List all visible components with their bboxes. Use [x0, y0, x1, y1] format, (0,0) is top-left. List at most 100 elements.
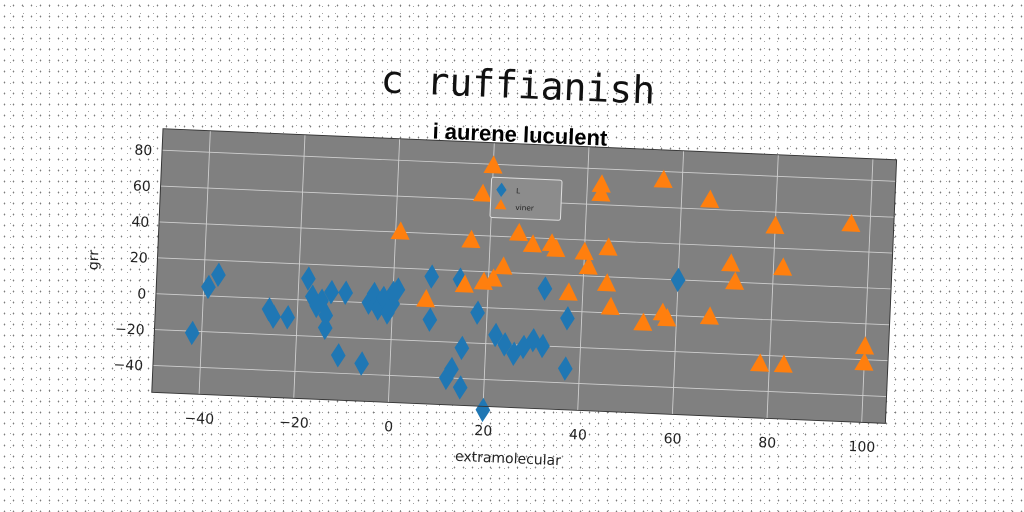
data-point-l — [338, 280, 354, 305]
y-tick-label: 40 — [131, 214, 149, 231]
legend-marker-viner — [494, 199, 507, 210]
x-axis-label-group: extramolecular — [455, 449, 562, 469]
data-point-l — [184, 320, 200, 346]
data-point-viner — [854, 352, 874, 371]
grid-line-x — [861, 158, 874, 423]
y-tick-label: −20 — [115, 321, 145, 338]
plot-background — [151, 128, 897, 424]
data-point-viner — [765, 215, 785, 235]
data-point-l — [535, 333, 550, 359]
data-point-l — [422, 307, 438, 332]
data-point-viner — [472, 183, 492, 202]
legend-item-l: L — [496, 182, 520, 198]
y-tick-labels: −40 −20 0 20 40 60 80 — [113, 142, 152, 374]
y-tick-label: −40 — [113, 357, 143, 374]
x-tick-label: 40 — [569, 427, 587, 444]
data-point-viner — [699, 306, 719, 325]
data-point-l — [318, 303, 334, 328]
data-point-l — [330, 343, 346, 368]
x-tick-label: 80 — [758, 435, 776, 452]
legend-label-l: L — [516, 186, 520, 195]
x-tick-label: −20 — [279, 415, 309, 432]
data-marks — [184, 155, 875, 423]
y-axis-label: grr — [86, 249, 103, 270]
data-point-l — [304, 284, 320, 309]
data-point-viner — [657, 308, 677, 327]
data-point-l — [324, 279, 339, 305]
grid-line-y — [162, 149, 896, 182]
data-point-viner — [578, 256, 598, 275]
data-point-viner — [454, 274, 474, 293]
grid-line-x — [387, 138, 401, 403]
data-point-l — [670, 267, 686, 293]
legend-item-viner: viner — [494, 199, 534, 213]
x-tick-label: 20 — [474, 423, 492, 440]
data-point-l — [452, 267, 468, 292]
data-point-viner — [841, 213, 861, 232]
data-point-l — [525, 327, 541, 353]
data-point-viner — [483, 268, 503, 287]
grid-line-y — [155, 293, 890, 326]
data-point-l — [424, 264, 440, 289]
plot-area: L viner — [151, 128, 898, 424]
data-point-viner — [493, 256, 513, 275]
y-axis-label-group: grr — [86, 249, 103, 270]
x-tick-label: 100 — [848, 439, 875, 456]
data-point-viner — [558, 282, 578, 301]
data-point-l — [452, 375, 468, 400]
grid-line-x — [766, 154, 779, 419]
x-tick-labels: −40 −20 0 20 40 60 80 100 — [184, 411, 875, 456]
data-point-viner — [416, 288, 436, 308]
y-tick-label: 0 — [137, 286, 147, 302]
legend-marker-l — [496, 182, 507, 198]
data-point-viner — [773, 257, 793, 276]
y-tick-label: 20 — [130, 250, 148, 267]
grid-line-x — [198, 130, 211, 395]
legend-label-viner: viner — [515, 203, 534, 213]
grid-line-y — [157, 257, 892, 290]
data-point-viner — [700, 189, 720, 208]
data-point-l — [301, 266, 316, 291]
data-point-viner — [591, 174, 611, 193]
data-point-l — [266, 304, 281, 329]
x-tick-label: −40 — [184, 411, 214, 428]
data-point-l — [390, 277, 406, 302]
data-point-l — [354, 351, 369, 376]
data-point-viner — [855, 336, 875, 355]
data-point-l — [280, 305, 296, 330]
data-point-viner — [574, 241, 594, 261]
data-point-l — [211, 262, 226, 287]
data-point-viner — [509, 222, 529, 242]
x-axis-label: extramolecular — [455, 449, 562, 469]
data-point-l — [470, 300, 485, 325]
data-point-l — [314, 288, 329, 313]
data-point-l — [454, 335, 470, 361]
data-point-l — [488, 322, 503, 348]
chart-title: c ruffianish — [380, 57, 656, 112]
data-point-viner — [390, 221, 410, 240]
data-point-l — [560, 306, 575, 331]
data-point-viner — [653, 169, 673, 189]
data-point-viner — [546, 238, 566, 258]
data-point-viner — [598, 237, 618, 256]
data-point-viner — [522, 234, 542, 253]
data-point-viner — [750, 353, 770, 372]
figure-title-group: c ruffianish — [380, 57, 656, 112]
x-tick-label: 60 — [663, 431, 681, 448]
y-tick-label: 60 — [133, 178, 151, 195]
data-point-viner — [461, 229, 481, 249]
x-tick-label: 0 — [384, 419, 394, 435]
data-point-viner — [483, 155, 503, 174]
data-point-l — [475, 397, 491, 423]
grid-line-x — [293, 134, 306, 399]
grid-line-x — [577, 146, 590, 411]
data-point-l — [537, 276, 553, 301]
data-point-l — [444, 356, 459, 382]
data-point-l — [497, 332, 513, 357]
data-point-l — [261, 297, 277, 322]
data-point-viner — [591, 183, 611, 202]
data-point-viner — [721, 253, 741, 272]
legend-box — [489, 176, 563, 221]
data-point-l — [201, 274, 216, 300]
